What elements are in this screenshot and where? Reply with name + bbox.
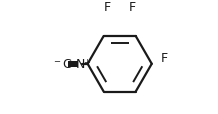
Text: F: F bbox=[160, 51, 167, 64]
Text: N: N bbox=[75, 58, 85, 71]
Text: +: + bbox=[83, 57, 90, 66]
Text: F: F bbox=[129, 1, 136, 14]
Text: −: − bbox=[53, 57, 60, 66]
Text: C: C bbox=[62, 58, 71, 71]
Text: F: F bbox=[104, 1, 111, 14]
